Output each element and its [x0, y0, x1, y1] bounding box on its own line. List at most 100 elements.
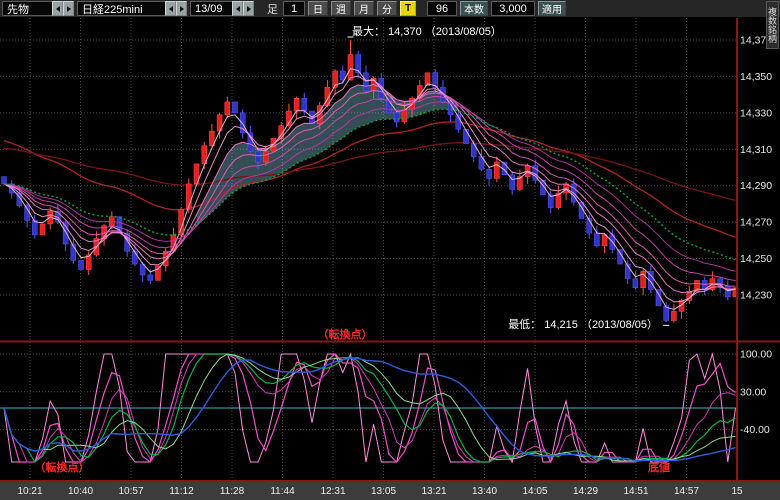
long-ma-layer [3, 121, 736, 238]
axis-labels-layer: 14,370 14,350 14,330 14,310 14,290 14,270 14,2… [17, 35, 772, 498]
indicator-axis-label: 100.00 [740, 349, 772, 361]
price-axis-label: 14,310 [740, 144, 772, 156]
unit-month-button[interactable]: 月 [354, 1, 374, 16]
contract-next-button[interactable] [243, 1, 254, 16]
candle [201, 145, 207, 165]
candle [232, 101, 238, 114]
symbol-combo[interactable]: 日経225mini [77, 1, 187, 16]
price-axis-label: 14,370 [740, 35, 772, 47]
unit-minute-button[interactable]: 分 [377, 1, 397, 16]
instrument-combo[interactable]: 先物 [2, 1, 74, 16]
time-axis-label: 11:28 [220, 486, 245, 497]
candle [85, 254, 92, 270]
toolbar: 先物 日経225mini 13/09 足 1 日 週 月 分 T [0, 0, 780, 18]
candle [263, 150, 269, 163]
price-axis-label: 14,270 [740, 217, 772, 229]
candle [386, 98, 392, 114]
tick-button[interactable]: T [400, 1, 416, 16]
apply-button[interactable]: 適用 [538, 1, 566, 16]
contract-spinner [232, 1, 254, 16]
candle [632, 278, 639, 288]
oscillator-layer [0, 352, 737, 464]
candle [347, 54, 354, 81]
time-axis-label: 14:51 [623, 486, 648, 497]
bars-count-field[interactable]: 96 [427, 1, 457, 16]
time-axis-label: 11:44 [270, 486, 295, 497]
contract-combo[interactable]: 13/09 [190, 1, 254, 16]
candle [393, 112, 400, 123]
candle [301, 98, 308, 112]
time-axis-label: 13:40 [472, 486, 497, 497]
candle [255, 150, 261, 163]
price-axis-label: 14,230 [740, 290, 772, 302]
price-axis-label: 14,330 [740, 107, 772, 119]
candle [363, 72, 369, 92]
multi-symbol-tab[interactable]: 複数銘柄 [766, 1, 779, 49]
unit-week-button[interactable]: 週 [331, 1, 351, 16]
chart-canvas[interactable]: 14,370 14,350 14,330 14,310 14,290 14,270 14,2… [0, 18, 780, 500]
time-axis-label: 13:05 [371, 486, 396, 497]
candle [586, 218, 592, 234]
right-arrow-icon [66, 5, 71, 12]
signal-tenkanten-bottom: （転換点） [35, 460, 90, 474]
contract-value: 13/09 [190, 1, 232, 16]
left-arrow-icon [55, 5, 60, 12]
candle [62, 221, 69, 245]
candle [432, 72, 438, 88]
candle [186, 183, 192, 210]
time-axis-strip [0, 481, 780, 500]
annotations-layer: 最大： 14,370 （2013/08/05） 最低： 14,215 （2013… [35, 24, 671, 474]
time-axis-label: 14:05 [522, 486, 547, 497]
candle [486, 169, 492, 179]
signal-sokone: 底値 [648, 460, 670, 474]
contract-prev-button[interactable] [232, 1, 243, 16]
candle [555, 192, 562, 208]
bars-label-button[interactable]: 本数 [460, 1, 488, 16]
price-axis-label: 14,250 [740, 253, 772, 265]
ashi-label: 足 [267, 3, 278, 16]
price-axis-label: 14,290 [740, 180, 772, 192]
candle [209, 130, 215, 146]
candle [1, 176, 7, 185]
instrument-next-button[interactable] [63, 1, 74, 16]
candle [39, 223, 46, 236]
interval-field[interactable]: 1 [283, 1, 305, 16]
time-axis-label: 10:40 [68, 486, 93, 497]
candle [509, 174, 515, 190]
right-arrow-icon [246, 5, 251, 12]
indicator-axis-label: -40.00 [740, 424, 770, 436]
indicator-axis-label: 30.00 [740, 386, 766, 398]
time-axis-label: 10:21 [17, 486, 42, 497]
unit-day-button[interactable]: 日 [308, 1, 328, 16]
candle [594, 232, 600, 247]
instrument-spinner [52, 1, 74, 16]
panel-frame [0, 18, 780, 482]
candle [340, 70, 346, 81]
candle [355, 54, 361, 74]
time-axis-label: 13:21 [421, 486, 446, 497]
candle [332, 70, 338, 88]
time-axis-label: 14:29 [573, 486, 598, 497]
instrument-prev-button[interactable] [52, 1, 63, 16]
candle [239, 112, 246, 134]
right-arrow-icon [179, 5, 184, 12]
candle [547, 194, 554, 208]
ma-ribbon-layer [3, 68, 736, 310]
candle [401, 108, 408, 123]
symbol-value: 日経225mini [77, 1, 165, 16]
time-axis-label: 11:12 [169, 486, 194, 497]
candle [648, 271, 654, 290]
symbol-next-button[interactable] [176, 1, 187, 16]
max-annotation: 最大： 14,370 （2013/08/05） [352, 24, 502, 38]
time-axis-label: 12:31 [320, 486, 345, 497]
time-axis-label: 10:57 [118, 486, 143, 497]
candle [694, 280, 700, 292]
data-count-field[interactable]: 3,000 [491, 1, 535, 16]
time-axis-label: 15 [731, 486, 743, 497]
symbol-spinner [165, 1, 187, 16]
candle [601, 234, 608, 247]
candle [132, 251, 138, 265]
time-axis-label: 14:57 [674, 486, 699, 497]
symbol-prev-button[interactable] [165, 1, 176, 16]
